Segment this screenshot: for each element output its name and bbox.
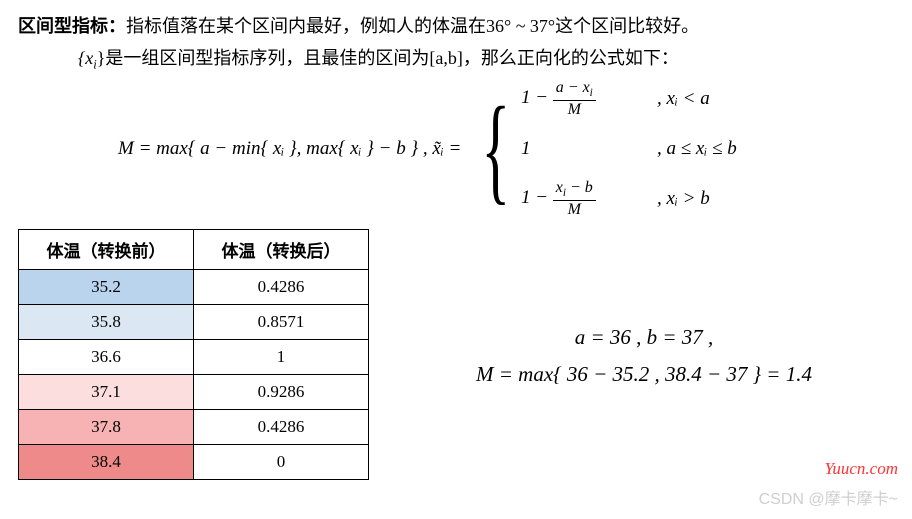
cell-before: 36.6 [19, 339, 194, 374]
cell-after: 0.8571 [194, 304, 369, 339]
case-cond: , a ≤ xᵢ ≤ b [657, 138, 787, 160]
calc-block: a = 36 , b = 37 , M = max{ 36 − 35.2 , 3… [429, 319, 859, 395]
formula-row: M = max{ a − min{ xᵢ }, max{ xᵢ } − b } … [118, 81, 894, 217]
headline: 区间型指标：指标值落在某个区间内最好，例如人的体温在36° ~ 37°这个区间比… [18, 12, 894, 38]
headline-bold: 区间型指标： [18, 16, 126, 36]
table-body: 35.2 0.4286 35.8 0.8571 36.6 1 37.1 0.92… [19, 269, 369, 479]
case-expr: 1 − a − xiM [521, 79, 641, 118]
cell-after: 0.9286 [194, 374, 369, 409]
temperature-table: 体温（转换前） 体温（转换后） 35.2 0.4286 35.8 0.8571 … [18, 229, 369, 480]
cell-after: 0.4286 [194, 409, 369, 444]
cell-after: 0.4286 [194, 269, 369, 304]
subline-seq-x: x [85, 48, 93, 68]
col-after: 体温（转换后） [194, 229, 369, 269]
cell-before: 35.2 [19, 269, 194, 304]
subline: {xi}是一组区间型指标序列，且最佳的区间为[a,b]，那么正向化的公式如下： [78, 44, 894, 73]
case-expr: 1 − xi − bM [521, 179, 641, 218]
table-row: 37.1 0.9286 [19, 374, 369, 409]
case-cond: , xᵢ > b [657, 188, 787, 210]
calc-line2: M = max{ 36 − 35.2 , 38.4 − 37 } = 1.4 [429, 356, 859, 394]
cell-after: 0 [194, 444, 369, 479]
cell-before: 37.1 [19, 374, 194, 409]
col-before: 体温（转换前） [19, 229, 194, 269]
table-row: 35.2 0.4286 [19, 269, 369, 304]
cell-before: 38.4 [19, 444, 194, 479]
cell-before: 37.8 [19, 409, 194, 444]
subline-rest: }是一组区间型指标序列，且最佳的区间为[a,b]，那么正向化的公式如下： [97, 48, 679, 68]
calc-line1: a = 36 , b = 37 , [429, 319, 859, 357]
case-row: 1 , a ≤ xᵢ ≤ b [521, 131, 787, 167]
case-row: 1 − xi − bM , xᵢ > b [521, 181, 787, 217]
case-cond: , xᵢ < a [657, 88, 787, 110]
case-row: 1 − a − xiM , xᵢ < a [521, 81, 787, 117]
case-expr: 1 [521, 138, 641, 160]
cases-brace: { [482, 98, 511, 200]
table-row: 35.8 0.8571 [19, 304, 369, 339]
watermark-csdn: CSDN @摩卡摩卡~ [759, 485, 898, 509]
formula-M: M = max{ a − min{ xᵢ }, max{ xᵢ } − b } … [118, 138, 461, 160]
table-header-row: 体温（转换前） 体温（转换后） [19, 229, 369, 269]
table-row: 37.8 0.4286 [19, 409, 369, 444]
cell-before: 35.8 [19, 304, 194, 339]
cell-after: 1 [194, 339, 369, 374]
watermark-yuucn: Yuucn.com [824, 459, 898, 479]
headline-desc: 指标值落在某个区间内最好，例如人的体温在36° ~ 37°这个区间比较好。 [126, 16, 699, 36]
cases: 1 − a − xiM , xᵢ < a 1 , a ≤ xᵢ ≤ b 1 − … [521, 81, 787, 217]
table-row: 38.4 0 [19, 444, 369, 479]
lower-row: 体温（转换前） 体温（转换后） 35.2 0.4286 35.8 0.8571 … [18, 229, 894, 480]
table-row: 36.6 1 [19, 339, 369, 374]
